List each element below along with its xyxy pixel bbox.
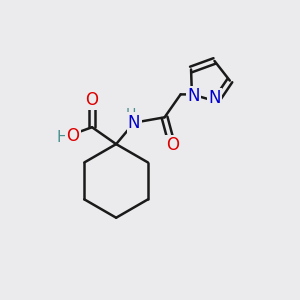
Text: N: N xyxy=(208,89,221,107)
Text: O: O xyxy=(66,127,79,145)
Text: H: H xyxy=(57,130,68,145)
Text: N: N xyxy=(187,87,200,105)
Text: N: N xyxy=(128,114,140,132)
Text: O: O xyxy=(85,91,98,109)
Text: O: O xyxy=(166,136,178,154)
Text: H: H xyxy=(126,107,136,122)
